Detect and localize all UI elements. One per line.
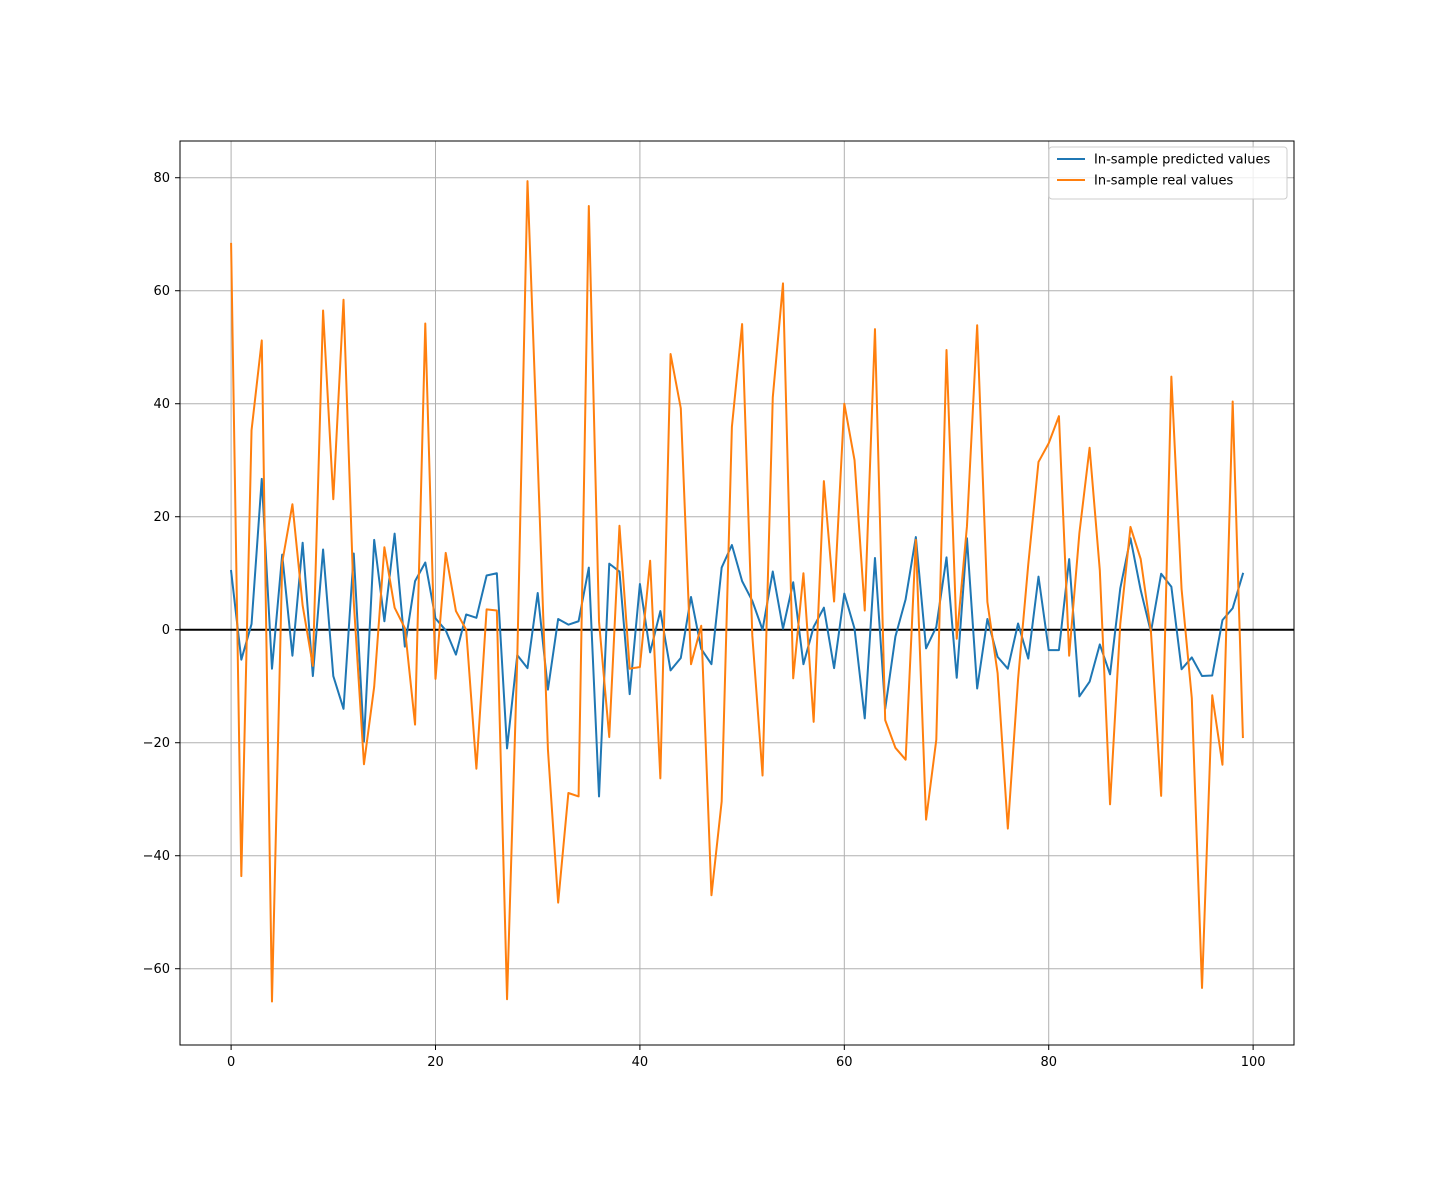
x-tick-label: 60 (836, 1055, 853, 1070)
x-tick-label: 0 (227, 1055, 235, 1070)
x-axis-ticks: 0 20 40 60 80 100 (227, 1045, 1266, 1070)
y-tick-label: −40 (143, 849, 170, 864)
y-tick-label: 80 (153, 171, 170, 186)
series-line-predicted (229, 477, 1245, 798)
legend-label: In-sample predicted values (1094, 153, 1270, 168)
legend: In-sample predicted values In-sample real… (1048, 146, 1288, 200)
y-tick-label: −20 (143, 736, 170, 751)
grid-lines (180, 141, 1294, 1045)
x-tick-label: 80 (1040, 1055, 1057, 1070)
plot-frame (179, 140, 1295, 1046)
y-tick-label: 40 (153, 397, 170, 412)
x-tick-label: 100 (1241, 1055, 1266, 1070)
y-tick-label: 20 (153, 510, 170, 525)
series-line-real (230, 180, 1244, 1003)
legend-label: In-sample real values (1094, 174, 1233, 189)
y-tick-label: −60 (143, 962, 170, 977)
series-lines (229, 180, 1245, 1003)
x-tick-label: 20 (427, 1055, 444, 1070)
y-tick-label: 60 (153, 284, 170, 299)
legend-box (1048, 146, 1288, 200)
x-tick-label: 40 (632, 1055, 649, 1070)
y-tick-label: 0 (162, 623, 170, 638)
y-axis-ticks: −60 −40 −20 0 20 40 60 80 (143, 171, 180, 977)
legend-entries: In-sample predicted values In-sample real… (1057, 153, 1270, 189)
